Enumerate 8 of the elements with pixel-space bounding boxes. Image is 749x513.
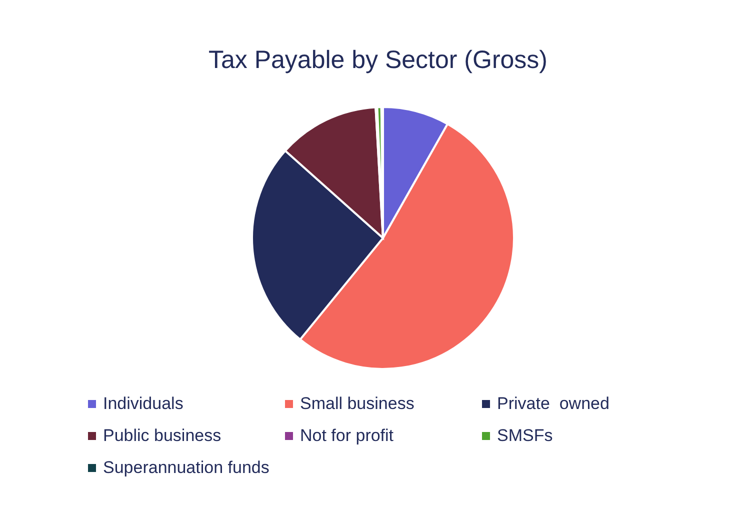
legend-label: Individuals [103,394,184,414]
legend-label: Public business [103,426,222,446]
chart-title: Tax Payable by Sector (Gross) [207,46,548,75]
legend-label: Not for profit [300,426,394,446]
legend-label: Superannuation funds [103,458,270,478]
legend-label: SMSFs [497,426,553,446]
legend-label: Private owned [497,394,610,414]
legend-label: Small business [300,394,414,414]
